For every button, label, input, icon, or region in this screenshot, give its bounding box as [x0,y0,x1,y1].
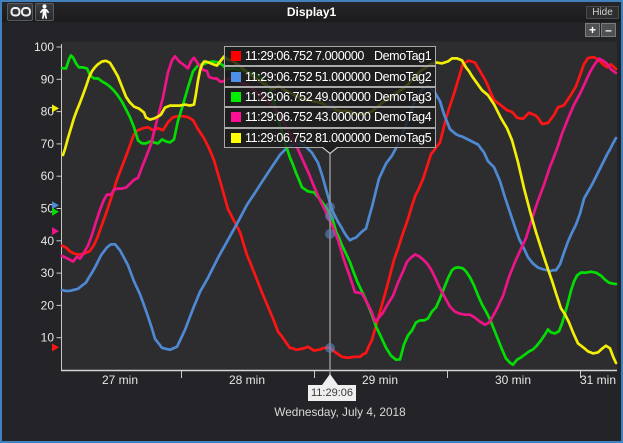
svg-text:30 min: 30 min [495,373,531,387]
svg-text:40: 40 [41,234,55,248]
svg-text:20: 20 [41,298,55,312]
svg-text:29 min: 29 min [362,373,398,387]
svg-text:50: 50 [41,202,55,216]
svg-text:10: 10 [41,331,55,345]
svg-text:30: 30 [41,266,55,280]
svg-text:100: 100 [34,40,54,54]
svg-text:28 min: 28 min [229,373,265,387]
svg-text:90: 90 [41,72,55,86]
svg-text:60: 60 [41,169,55,183]
svg-text:70: 70 [41,137,55,151]
svg-text:31 min: 31 min [580,373,616,387]
svg-text:27 min: 27 min [102,373,138,387]
svg-text:80: 80 [41,105,55,119]
